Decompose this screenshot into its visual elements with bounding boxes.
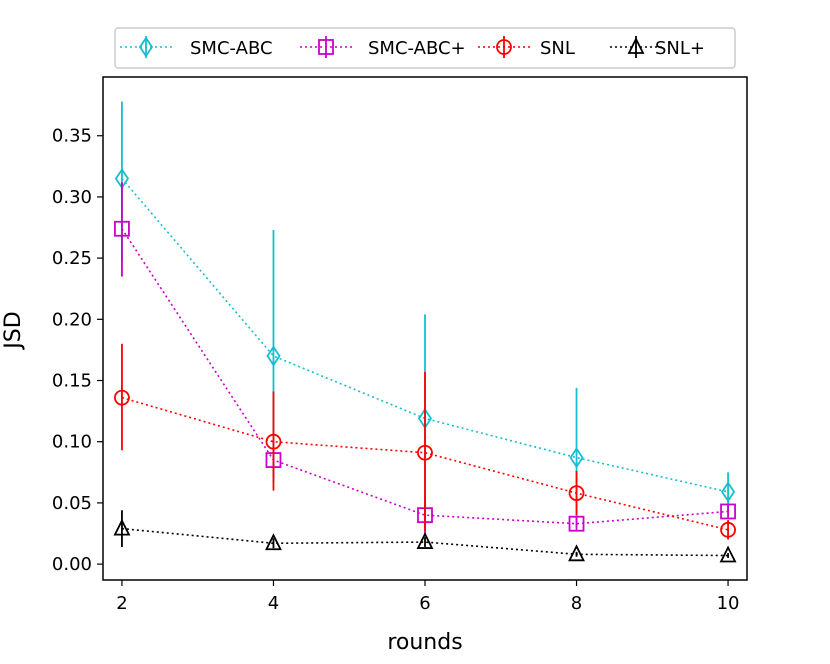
x-tick-label: 8 [571, 593, 582, 614]
legend-label: SMC-ABC+ [368, 38, 466, 59]
legend-label: SNL+ [655, 38, 705, 59]
legend-item: SNL+ [610, 36, 705, 59]
y-tick-label: 0.20 [52, 309, 92, 330]
series-line [121, 396, 729, 531]
data-point [720, 521, 736, 538]
series-line [121, 527, 729, 557]
series-line [121, 228, 729, 525]
data-point [569, 446, 584, 469]
y-axis-label: JSD [1, 311, 26, 350]
x-tick-label: 4 [268, 593, 279, 614]
data-point [417, 444, 433, 461]
data-point [114, 220, 130, 237]
legend-item: SNL [478, 36, 575, 59]
series-snl+ [113, 510, 737, 563]
y-tick-label: 0.05 [52, 493, 92, 514]
data-point [114, 389, 130, 406]
legend-label: SMC-ABC [190, 38, 273, 59]
data-point [113, 518, 131, 536]
data-point [568, 544, 585, 562]
data-point [719, 545, 737, 563]
legend: SMC-ABC SMC-ABC+ SNL SNL+ [114, 27, 736, 69]
data-point [416, 532, 434, 549]
y-tick-label: 0.10 [52, 432, 92, 453]
y-tick-label: 0.00 [52, 554, 92, 575]
x-tick-label: 2 [116, 593, 127, 614]
x-axis-label: rounds [387, 630, 462, 655]
y-tick-label: 0.35 [52, 126, 92, 147]
y-tick-label: 0.15 [52, 371, 92, 392]
y-tick-label: 0.30 [52, 187, 92, 208]
data-point [720, 481, 736, 503]
x-tick-label: 6 [419, 593, 430, 614]
y-tick-label: 0.25 [52, 248, 92, 269]
legend-marker [496, 39, 512, 55]
data-point [266, 345, 281, 367]
data-point [265, 533, 282, 551]
data-point [265, 433, 282, 450]
data-point [568, 485, 585, 502]
legend-label: SNL [540, 38, 575, 59]
data-point [720, 503, 736, 520]
series-snl [114, 343, 736, 540]
legend-marker [318, 39, 334, 55]
x-tick-label: 10 [717, 593, 740, 614]
y-axis: 0.00 0.05 0.10 0.15 0.20 0.25 0.30 0.35 [52, 126, 103, 575]
series-layer [113, 101, 737, 563]
legend-marker [138, 36, 154, 58]
legend-marker [627, 36, 645, 54]
legend-item: SMC-ABC [120, 36, 273, 59]
legend-item: SMC-ABC+ [300, 36, 466, 59]
legend-box [114, 27, 736, 69]
data-point [568, 515, 585, 532]
series-line [121, 178, 729, 493]
x-axis: 2 4 6 8 10 [116, 580, 740, 614]
